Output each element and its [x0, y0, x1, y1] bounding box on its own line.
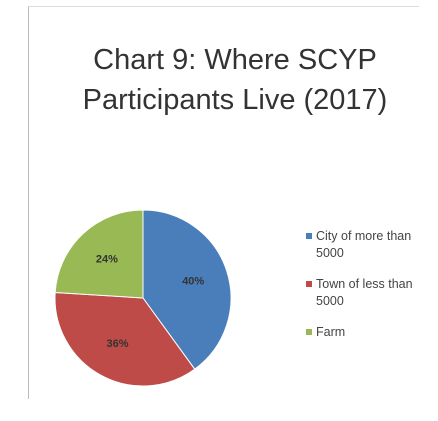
data-label: 40%	[182, 276, 204, 288]
legend-swatch	[306, 233, 312, 239]
legend-label: Farm	[316, 325, 346, 339]
chart-title: Chart 9: Where SCYP Participants Live (2…	[82, 44, 388, 116]
legend-label: City of more than 5000	[316, 229, 412, 260]
data-label: 24%	[96, 253, 118, 265]
legend-label: Town of less than 5000	[316, 277, 413, 308]
chart-frame	[28, 6, 419, 399]
pie-slice	[54, 291, 196, 387]
legend: City of more than 5000 Town of less than …	[306, 228, 426, 355]
data-label: 36%	[107, 338, 129, 350]
legend-swatch	[306, 281, 312, 287]
pie-slice	[142, 209, 232, 370]
legend-item: City of more than 5000	[306, 228, 426, 262]
legend-item: Farm	[306, 324, 426, 341]
pie-slice	[54, 209, 144, 299]
legend-item: Town of less than 5000	[306, 276, 426, 310]
legend-swatch	[306, 329, 312, 335]
